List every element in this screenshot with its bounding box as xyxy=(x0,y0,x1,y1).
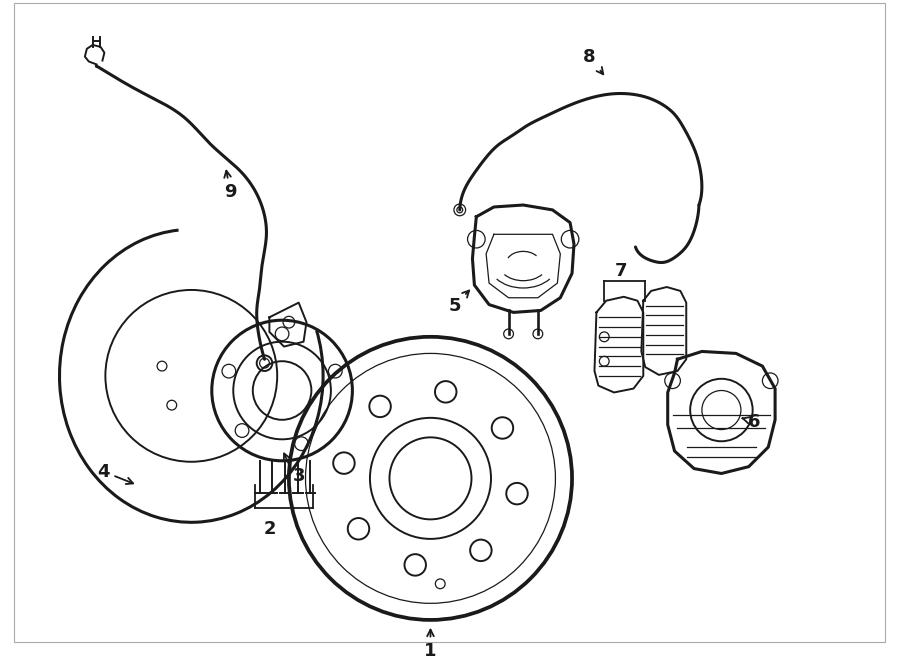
Text: 7: 7 xyxy=(615,262,627,280)
Text: 2: 2 xyxy=(263,520,275,538)
Text: 3: 3 xyxy=(292,467,305,485)
Text: 4: 4 xyxy=(97,463,133,484)
Text: 1: 1 xyxy=(424,642,436,660)
Text: 9: 9 xyxy=(224,171,237,202)
Text: 5: 5 xyxy=(448,290,469,315)
Text: 8: 8 xyxy=(583,48,603,74)
Text: 6: 6 xyxy=(742,412,760,431)
